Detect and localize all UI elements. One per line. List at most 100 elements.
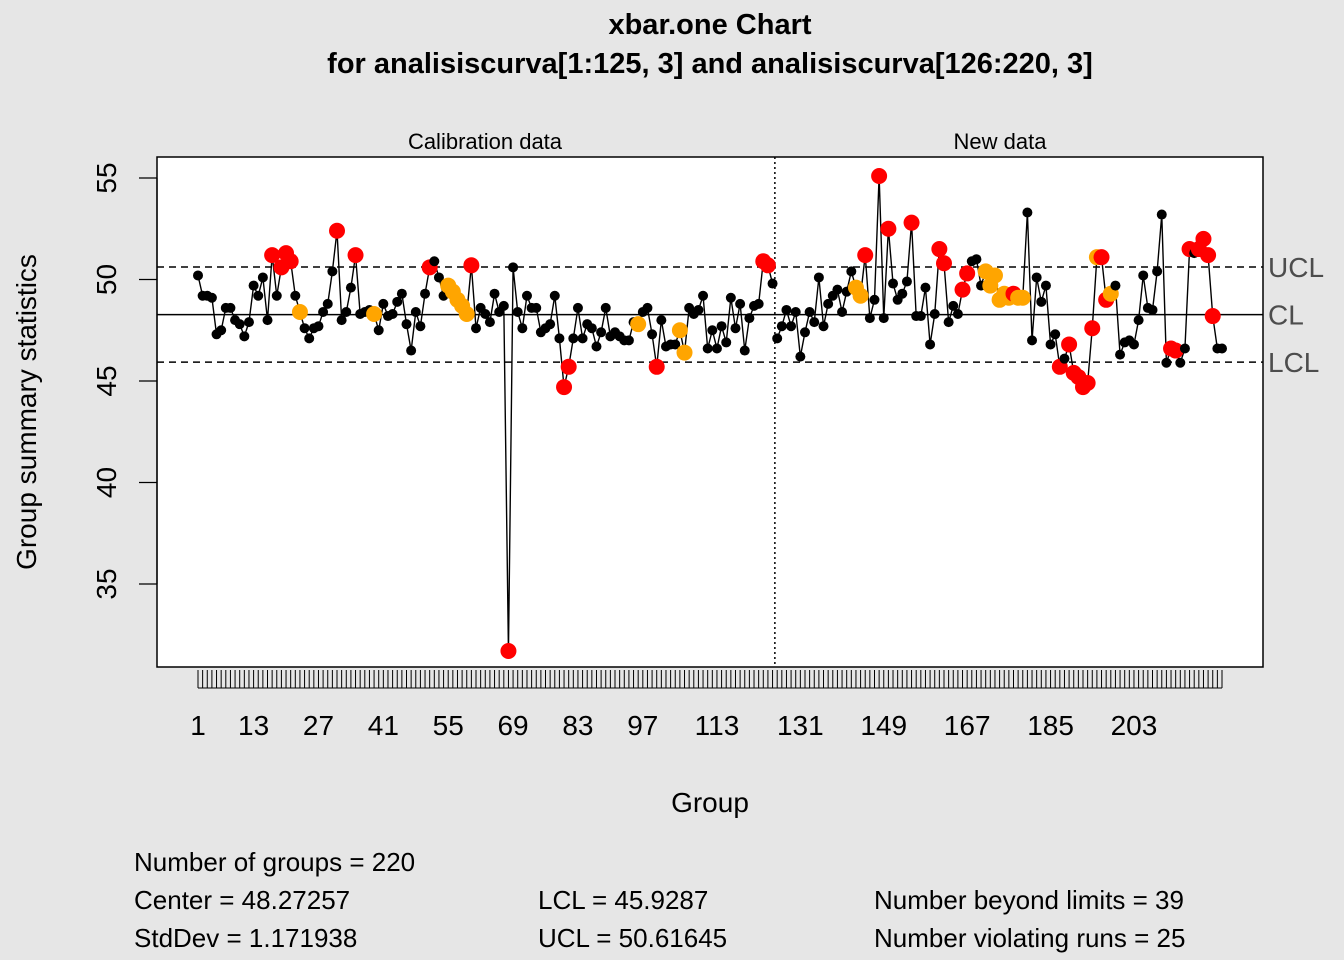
data-point-violating-runs [630, 316, 647, 333]
data-point [387, 309, 398, 320]
y-tick-label: 40 [91, 467, 122, 498]
data-point [813, 272, 824, 283]
x-tick-label: 55 [433, 710, 464, 741]
data-point-beyond-limits [935, 255, 952, 272]
data-point-beyond-limits [880, 220, 897, 237]
data-point [1115, 349, 1126, 360]
data-point [401, 319, 412, 330]
data-point [257, 272, 268, 283]
data-point [322, 298, 333, 309]
data-point-beyond-limits [1084, 320, 1101, 337]
lcl-label: LCL [1268, 347, 1319, 378]
data-point [878, 313, 889, 324]
data-point [846, 266, 857, 277]
data-point [786, 321, 797, 332]
data-point [952, 309, 963, 320]
data-point [1138, 270, 1149, 281]
data-point-violating-runs [671, 322, 688, 339]
data-point-beyond-limits [347, 247, 364, 264]
data-point [531, 302, 542, 313]
data-point-beyond-limits [560, 358, 577, 375]
data-point [837, 306, 848, 317]
data-point-beyond-limits [500, 642, 517, 659]
data-point [915, 311, 926, 322]
data-point [480, 309, 491, 320]
data-point [378, 298, 389, 309]
data-point [586, 323, 597, 334]
data-point-beyond-limits [282, 253, 299, 270]
data-point [271, 290, 282, 301]
y-axis-label: Group summary statistics [11, 254, 42, 570]
data-point [577, 333, 588, 344]
data-point [642, 302, 653, 313]
data-point [410, 306, 421, 317]
data-point-beyond-limits [871, 167, 888, 184]
stat-lcl: LCL = 45.9287 [538, 885, 708, 915]
x-tick-label: 131 [777, 710, 824, 741]
chart-subtitle: for analisiscurva[1:125, 3] and analisis… [327, 48, 1093, 80]
data-point [804, 306, 815, 317]
x-tick-label: 41 [368, 710, 399, 741]
data-point [600, 302, 611, 313]
stat-violating-runs: Number violating runs = 25 [874, 923, 1185, 953]
data-point [484, 317, 495, 328]
data-point [702, 343, 713, 354]
data-point [721, 337, 732, 348]
stats-panel: Number of groups = 220 Center = 48.27257… [134, 847, 1185, 953]
data-point-beyond-limits [1204, 308, 1221, 325]
data-point [420, 288, 431, 299]
data-point-beyond-limits [959, 265, 976, 282]
data-point-beyond-limits [463, 257, 480, 274]
data-point [799, 327, 810, 338]
data-point-violating-runs [366, 306, 383, 323]
data-point [1179, 343, 1190, 354]
data-point [1161, 357, 1172, 368]
data-point [1040, 280, 1051, 291]
data-point [920, 282, 931, 293]
data-point-beyond-limits [759, 257, 776, 274]
data-point [248, 280, 259, 291]
data-point [572, 302, 583, 313]
data-point-beyond-limits [1079, 375, 1096, 392]
data-point-violating-runs [1014, 289, 1031, 306]
data-point-beyond-limits [954, 281, 971, 298]
data-point [1217, 343, 1227, 354]
data-point [901, 276, 912, 287]
data-point [772, 333, 783, 344]
x-tick-label: 1 [190, 710, 206, 741]
data-point [253, 290, 264, 301]
data-point [767, 278, 778, 289]
data-point [1059, 353, 1070, 364]
data-point [1156, 209, 1167, 220]
data-point [406, 345, 417, 356]
data-point [345, 282, 356, 293]
x-tick-label: 185 [1027, 710, 1074, 741]
data-point [888, 278, 899, 289]
data-point-beyond-limits [931, 241, 948, 258]
data-point [744, 313, 755, 324]
section-label-new: New data [954, 129, 1048, 154]
data-point [1133, 315, 1144, 326]
stat-number-of-groups: Number of groups = 220 [134, 847, 415, 877]
data-point [647, 329, 658, 340]
y-tick-label: 35 [91, 568, 122, 599]
data-point [795, 351, 806, 362]
data-point [596, 327, 607, 338]
data-points [193, 167, 1227, 659]
data-point-beyond-limits [1195, 230, 1212, 247]
data-point [716, 321, 727, 332]
data-point [373, 325, 384, 336]
data-point [396, 288, 407, 299]
data-point [739, 345, 750, 356]
data-point [1175, 357, 1186, 368]
x-axis: 1 13 27 41 55 69 83 97 113 131 149 167 185 203 [190, 670, 1223, 741]
data-point [1050, 329, 1061, 340]
data-point [707, 325, 718, 336]
data-point-beyond-limits [556, 379, 573, 396]
data-point-beyond-limits [1167, 342, 1184, 359]
data-point [304, 333, 315, 344]
cl-label: CL [1268, 300, 1304, 331]
data-point [929, 309, 940, 320]
x-tick-label: 83 [562, 710, 593, 741]
